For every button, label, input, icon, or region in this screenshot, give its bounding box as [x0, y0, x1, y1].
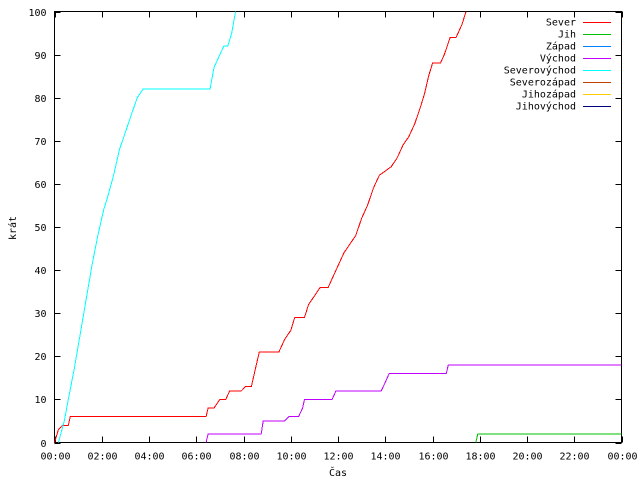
legend-label: Sever — [546, 18, 576, 29]
y-tick-label: 70 — [34, 137, 46, 148]
legend-label: Východ — [540, 53, 576, 65]
y-tick-label: 50 — [34, 223, 46, 234]
legend-label: Jihovýchod — [516, 101, 576, 113]
x-tick-label: 02:00 — [87, 452, 117, 463]
x-tick-label: 12:00 — [323, 452, 353, 463]
y-tick-label: 100 — [28, 8, 46, 19]
y-axis-label: krát — [7, 216, 19, 240]
series-line-1 — [475, 433, 622, 443]
y-tick-label: 80 — [34, 94, 46, 105]
x-tick-label: 00:00 — [607, 452, 637, 463]
y-tick-label: 20 — [34, 352, 46, 363]
legend: SeverJihZápadVýchodSeverovýchodSeverozáp… — [504, 18, 611, 113]
legend-label: Západ — [546, 41, 576, 53]
x-tick-label: 04:00 — [134, 452, 164, 463]
legend-label: Jih — [558, 30, 576, 41]
y-tick-label: 30 — [34, 309, 46, 320]
y-tick-label: 0 — [40, 439, 46, 450]
x-tick-label: 10:00 — [276, 452, 306, 463]
x-axis-label: Čas — [329, 466, 347, 479]
series-line-0 — [54, 11, 467, 443]
legend-label: Jihozápad — [522, 89, 576, 101]
x-tick-label: 16:00 — [418, 452, 448, 463]
x-tick-label: 08:00 — [229, 452, 259, 463]
x-tick-label: 18:00 — [465, 452, 495, 463]
axis-ticks: 0 10 20 30 40 50 60 70 80 90 100 00:00 02:00 04:00 06:… — [28, 8, 637, 463]
x-tick-label: 14:00 — [370, 452, 400, 463]
series-line-3 — [205, 364, 622, 443]
legend-label: Severozápad — [510, 77, 576, 89]
x-tick-label: 20:00 — [512, 452, 542, 463]
series-line-4 — [57, 11, 237, 443]
y-tick-label: 10 — [34, 395, 46, 406]
legend-label: Severovýchod — [504, 65, 576, 77]
y-tick-label: 40 — [34, 266, 46, 277]
series-lines — [54, 11, 622, 443]
x-tick-label: 00:00 — [40, 452, 70, 463]
x-tick-label: 06:00 — [181, 452, 211, 463]
x-tick-label: 22:00 — [559, 452, 589, 463]
y-tick-label: 60 — [34, 180, 46, 191]
y-tick-label: 90 — [34, 51, 46, 62]
